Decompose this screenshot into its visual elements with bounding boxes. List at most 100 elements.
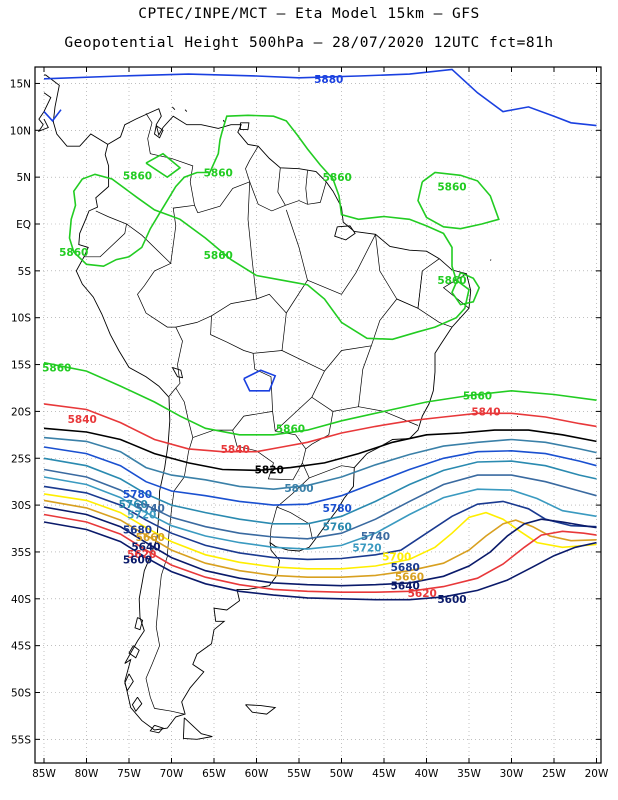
contour-label: 5660 — [136, 532, 165, 544]
lat-tick-label: 5S — [18, 266, 32, 278]
border-segment — [249, 181, 327, 212]
contour-label: 5860 — [204, 250, 233, 262]
contour-label: 5780 — [123, 489, 152, 501]
contour-5800 — [43, 436, 597, 491]
contour-label: 5880 — [314, 74, 343, 86]
border-segment — [276, 506, 313, 540]
contour-label: 5620 — [408, 588, 437, 600]
lon-tick-label: 70W — [160, 768, 184, 780]
contour-5780 — [43, 446, 597, 506]
contour-5840 — [43, 403, 597, 453]
contour-5620 — [43, 513, 597, 593]
contour-label: 5860 — [437, 182, 466, 194]
contour-5860 — [43, 361, 597, 436]
contour-5860 — [451, 271, 481, 306]
contour-5880 — [243, 369, 277, 392]
lat-tick-label: 5N — [16, 172, 31, 184]
coastline-segment — [149, 724, 164, 734]
lon-tick-label: 30W — [500, 768, 524, 780]
lat-tick-label: 45S — [11, 641, 31, 653]
coastline-segment — [489, 259, 492, 261]
coastline-segment — [154, 125, 164, 139]
border-segment — [269, 462, 310, 543]
axis-ticks: 15N 10N 5N EQ 5S 10S 15S 20S 25S 30S 35S 40S 45S 50S 5… — [10, 67, 609, 780]
lat-tick-label: 30S — [11, 500, 31, 512]
contour-label: 5760 — [323, 522, 352, 534]
contour-label: 5660 — [395, 571, 424, 583]
lon-tick-label: 45W — [372, 768, 396, 780]
contour-5860 — [145, 152, 182, 179]
contour-label: 5860 — [323, 172, 352, 184]
contour-label: 5600 — [123, 554, 152, 566]
contour-label: 5640 — [131, 541, 160, 553]
border-segment — [396, 298, 419, 309]
contour-5660 — [43, 499, 597, 578]
border-segment — [277, 167, 286, 206]
contour-label: 5680 — [391, 562, 420, 574]
contour-5600 — [43, 521, 597, 601]
map-subtitle: Geopotential Height 500hPa – 28/07/2020 … — [64, 35, 554, 51]
lon-tick-label: 75W — [117, 768, 141, 780]
contour-label: 5780 — [323, 503, 352, 515]
coastline-segment — [334, 225, 356, 241]
lat-tick-label: 40S — [11, 594, 31, 606]
contour-5880 — [43, 68, 597, 127]
contour-label: 5620 — [127, 549, 156, 561]
border-segment — [274, 397, 313, 432]
coastline-segment — [182, 717, 213, 740]
coastline-segment — [222, 119, 225, 123]
contour-label: 5860 — [123, 170, 152, 182]
coastline-segment — [128, 645, 140, 659]
contour-label: 5720 — [352, 542, 381, 554]
lat-tick-label: 15S — [11, 360, 31, 372]
contour-5860 — [417, 171, 500, 230]
lat-tick-label: 55S — [11, 734, 31, 746]
lat-tick-label: 10S — [11, 313, 31, 325]
contour-5760 — [43, 457, 597, 525]
coastline-segment — [134, 617, 144, 631]
lon-tick-label: 25W — [542, 768, 566, 780]
contour-label: 5740 — [136, 503, 165, 515]
coastline-segment — [75, 108, 472, 731]
contour-label: 5860 — [437, 275, 466, 287]
lat-tick-label: 10N — [10, 125, 31, 137]
lat-tick-label: 15N — [10, 78, 31, 90]
coastline-segment — [245, 704, 277, 715]
lat-tick-label: EQ — [16, 219, 31, 231]
contour-label: 5600 — [437, 594, 466, 606]
border-segment — [84, 210, 127, 258]
contour-label: 5860 — [276, 423, 305, 435]
border-segment — [309, 465, 355, 479]
contour-label: 5840 — [221, 444, 250, 456]
border-segment — [175, 387, 273, 439]
contour-5860 — [68, 114, 470, 341]
contour-label: 5840 — [68, 414, 97, 426]
border-segment — [286, 234, 376, 314]
lon-tick-label: 35W — [457, 768, 481, 780]
contour-label: 5700 — [382, 552, 411, 564]
contour-5820 — [43, 427, 597, 472]
contour-5700 — [43, 485, 597, 561]
lon-tick-label: 65W — [202, 768, 226, 780]
coastline-segment — [184, 109, 188, 112]
contour-label: 5860 — [204, 167, 233, 179]
border-segment — [175, 315, 273, 412]
contour-label: 5840 — [471, 406, 500, 418]
contour-lines — [43, 68, 597, 601]
lon-tick-label: 50W — [330, 768, 354, 780]
border-segment — [285, 209, 308, 281]
contour-label: 5800 — [284, 483, 313, 495]
contour-label: 5640 — [391, 581, 420, 593]
border-segment — [358, 345, 372, 407]
lat-tick-label: 25S — [11, 453, 31, 465]
lon-tick-label: 20W — [585, 768, 609, 780]
coastline-segment — [43, 92, 52, 112]
coastline-segment — [124, 673, 134, 692]
border-segment — [126, 223, 183, 397]
contour-label: 5860 — [463, 390, 492, 402]
lat-tick-label: 50S — [11, 688, 31, 700]
contour-label: 5860 — [42, 362, 71, 374]
lon-tick-label: 80W — [75, 768, 99, 780]
contour-label: 5740 — [361, 531, 390, 543]
coastline-segment — [239, 122, 250, 130]
